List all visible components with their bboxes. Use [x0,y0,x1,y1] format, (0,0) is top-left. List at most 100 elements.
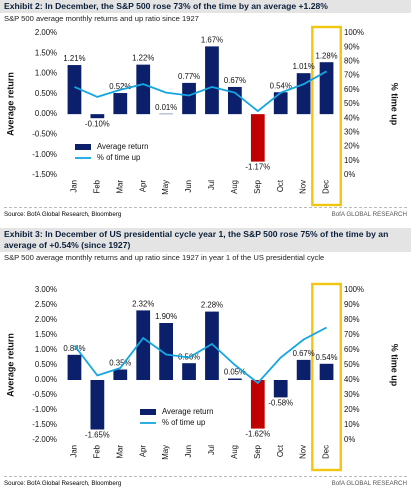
bar [67,354,82,380]
bar [136,310,151,380]
x-tick-label: Jun [184,445,193,458]
chart-subtitle: S&P 500 average monthly returns and up r… [4,14,199,23]
x-tick-label: May [161,445,170,460]
value-label: 1.28% [315,51,337,60]
bar [296,73,311,115]
bar [159,323,173,380]
y-tick-label: -2.00% [32,435,57,444]
y-tick-label: 1.00% [35,69,57,78]
y-tick-label: 0.50% [35,89,57,98]
chart: -2.00% -1.50% -1.00% -0.50% 0.00% 0.50% 1.00% 1… [5,282,400,472]
y-tick-label: 2.50% [35,300,57,309]
bar [250,380,265,429]
x-tick-label: May [161,180,170,195]
value-label: 0.67% [224,76,246,85]
legend-label: Average return [162,407,213,416]
x-tick-label: Aug [230,180,239,194]
y2-tick-label: 10% [344,420,360,429]
value-label: 1.67% [201,35,223,44]
y-tick-label: 2.00% [35,28,57,37]
y2-tick-label: 90% [344,42,360,51]
value-label: -1.62% [245,430,270,439]
bar [67,65,82,115]
source: Source: BofA Global Research, Bloomberg [4,211,122,218]
value-label: -1.17% [245,163,270,172]
x-tick-label: Dec [322,445,331,459]
x-tick-label: Jan [70,180,79,193]
y2-tick-label: 100% [344,285,364,294]
chart-title: Exhibit 3: In December of US presidentia… [0,228,411,252]
x-tick-label: Sep [253,444,262,459]
x-tick-label: Sep [253,179,262,194]
credit: BofA GLOBAL RESEARCH [331,211,407,218]
value-label: 0.67% [293,349,315,358]
value-label: 1.22% [132,54,154,63]
legend-swatch [75,144,91,150]
value-label: 2.32% [132,299,154,308]
value-label: 1.90% [155,312,177,321]
y-tick-label: 1.50% [35,330,57,339]
y-tick-label: 0.50% [35,360,57,369]
y-tick-label: -0.50% [32,390,57,399]
line [74,70,327,113]
legend-label: Average return [97,142,148,151]
x-tick-label: Aug [230,445,239,459]
bar [113,369,128,380]
y-tick-label: 3.00% [35,285,57,294]
bar [182,82,196,115]
value-label: 0.35% [109,359,131,368]
bar [205,311,219,380]
y2-tick-label: 10% [344,156,360,165]
value-label: 0.52% [109,82,131,91]
x-tick-label: Feb [92,179,101,193]
y-tick-label: 0.00% [35,109,57,118]
y2-tick-label: 0% [344,435,355,444]
chart-section: Exhibit 3: In December of US presidentia… [0,228,411,489]
value-label: 0.01% [155,103,177,112]
x-tick-label: Oct [276,444,285,457]
x-tick-label: Nov [299,180,308,194]
y2-tick-label: 50% [344,360,360,369]
bar [136,64,151,115]
y2-tick-label: 60% [344,85,360,94]
footer: Source: BofA Global Research, Bloomberg B… [4,476,407,489]
x-tick-label: Mar [115,445,124,459]
y-axis-label: Average return [5,72,15,136]
bar [205,46,219,115]
y-tick-label: -1.00% [32,150,57,159]
y-tick-label: -0.50% [32,129,57,138]
bar [273,92,288,115]
value-label: 0.77% [178,72,200,81]
y-tick-label: 0.00% [35,375,57,384]
y2-tick-label: 80% [344,56,360,65]
bar [273,380,288,398]
x-tick-label: Feb [92,444,101,458]
value-label: -1.65% [85,431,110,440]
y2-tick-label: 70% [344,71,360,80]
x-tick-label: Jul [207,445,216,455]
value-label: -0.10% [85,119,110,128]
legend-swatch [140,409,156,415]
highlight-box [311,25,342,207]
y-tick-label: -1.50% [32,420,57,429]
value-label: 2.28% [201,301,223,310]
y-tick-label: -1.50% [32,170,57,179]
legend-label: % of time up [162,418,206,427]
y-tick-label: 2.00% [35,315,57,324]
x-tick-label: Apr [138,445,147,458]
chart-section: Exhibit 2: In December, the S&P 500 rose… [0,0,411,220]
bar [182,363,196,380]
y-axis-label: Average return [5,333,15,397]
highlight-box [311,282,342,472]
footer: Source: BofA Global Research, Bloomberg B… [4,207,407,220]
x-tick-label: Apr [138,180,147,193]
bar [113,93,128,115]
legend-label: % of time up [97,153,141,162]
line [73,326,327,385]
y2-tick-label: 90% [344,300,360,309]
y2-tick-label: 50% [344,99,360,108]
x-tick-label: Nov [299,445,308,459]
value-label: -0.58% [268,398,293,407]
value-label: 0.54% [270,81,292,90]
